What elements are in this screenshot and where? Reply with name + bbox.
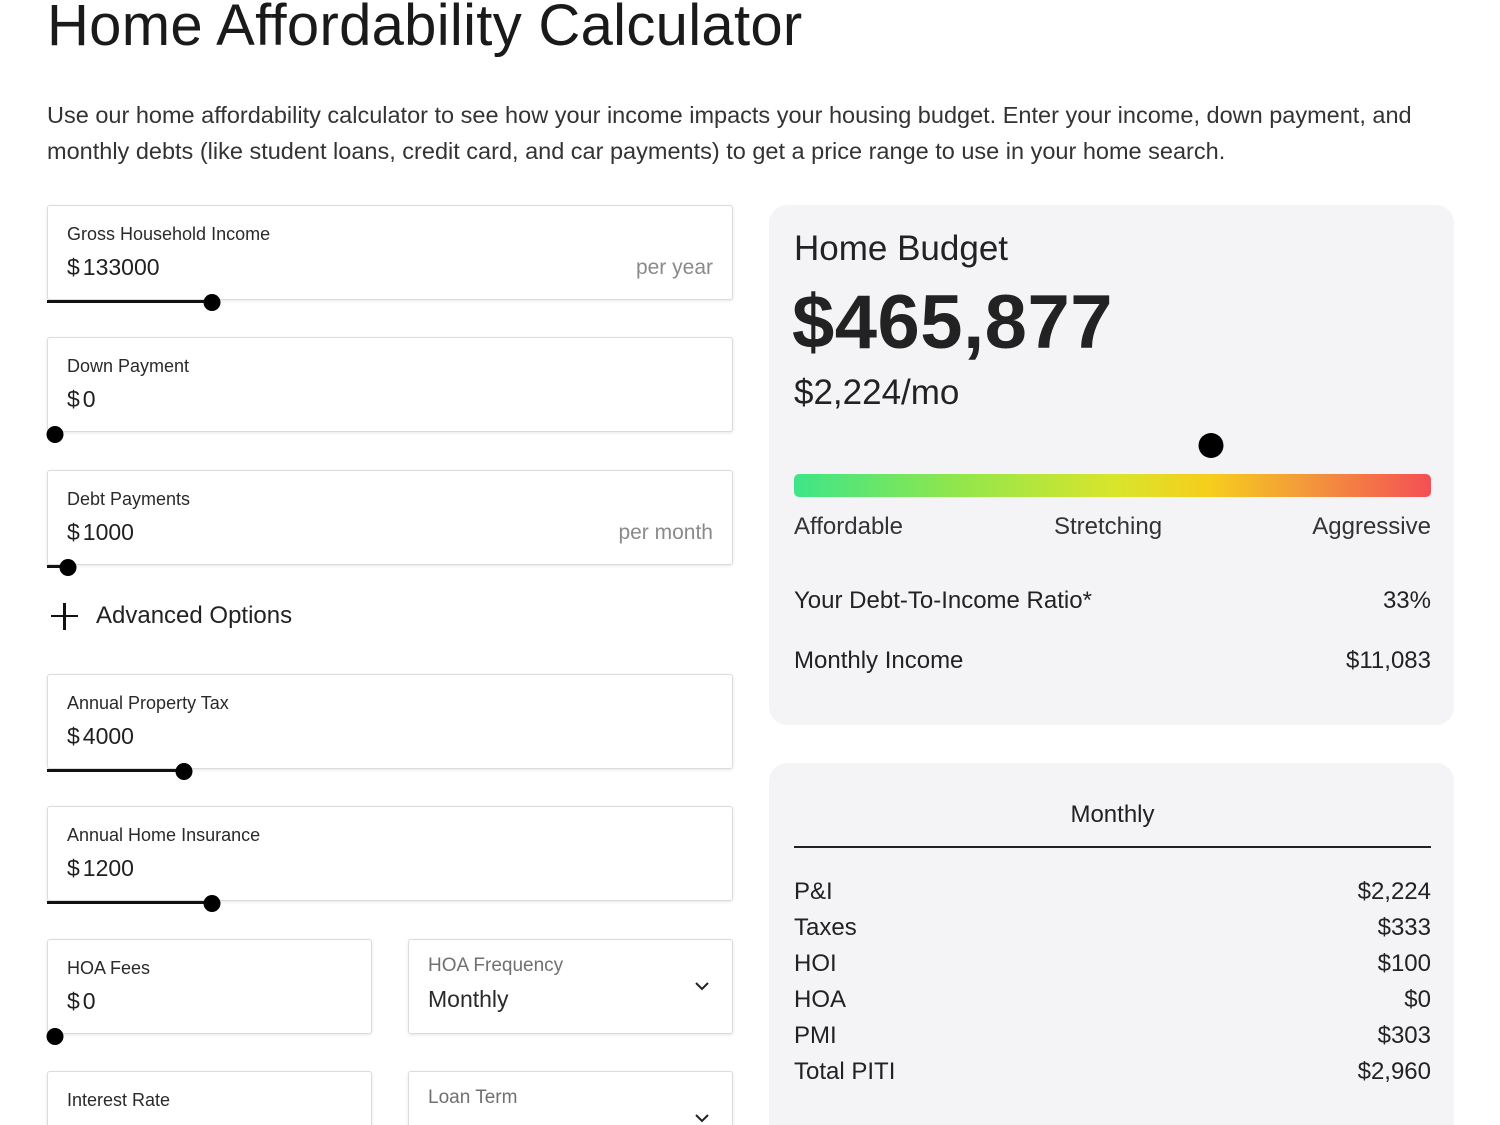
insurance-field[interactable]: Annual Home Insurance $1200 [47,806,733,901]
breakdown-row-label: Taxes [794,914,857,941]
currency-symbol: $ [67,723,80,749]
income-input[interactable]: 133000 [82,254,160,280]
interest-rate-label: Interest Rate [67,1090,171,1110]
breakdown-row: HOI $100 [794,950,1431,978]
breakdown-row: PMI $303 [794,1022,1431,1050]
breakdown-row-label: HOI [794,950,837,977]
down-payment-input[interactable]: 0 [82,386,96,412]
advanced-options-toggle[interactable]: Advanced Options [51,602,292,630]
chevron-down-icon[interactable] [694,978,710,994]
dti-label: Your Debt-To-Income Ratio* [794,587,1092,614]
home-budget-monthly: $2,224/mo [794,373,960,412]
currency-symbol: $ [67,254,80,280]
scale-label-affordable: Affordable [794,513,903,540]
insurance-slider-thumb[interactable] [203,895,221,912]
property-tax-input[interactable]: 4000 [82,723,134,749]
monthly-breakdown-card: Monthly P&I $2,224 Taxes $333 HOI $100 HOA $… [769,763,1454,1125]
breakdown-heading: Monthly [1070,801,1155,828]
hoa-frequency-value[interactable]: Monthly [428,986,509,1012]
hoa-fees-slider-thumb[interactable] [46,1028,64,1045]
income-slider[interactable] [47,294,733,311]
loan-term-select[interactable]: Loan Term [408,1071,733,1125]
breakdown-row-value: $0 [1404,986,1431,1013]
breakdown-row-value: $303 [1377,1022,1431,1049]
hoa-frequency-select[interactable]: HOA Frequency Monthly [408,939,733,1034]
breakdown-divider [794,846,1431,848]
monthly-income-value: $11,083 [1346,647,1431,674]
breakdown-row: HOA $0 [794,986,1431,1014]
income-value[interactable]: $133000 [67,254,160,281]
page-title: Home Affordability Calculator [47,0,803,58]
property-tax-label: Annual Property Tax [67,693,229,713]
breakdown-row-value: $333 [1377,914,1431,941]
page-intro: Use our home affordability calculator to… [47,102,1412,164]
property-tax-value[interactable]: $4000 [67,723,134,750]
currency-symbol: $ [67,519,80,545]
income-suffix: per year [635,256,713,279]
debt-slider-thumb[interactable] [59,559,77,576]
affordability-marker [1198,433,1224,458]
monthly-income-row: Monthly Income $11,083 [794,647,1431,675]
income-slider-thumb[interactable] [203,294,221,311]
property-tax-slider-fill [47,769,185,772]
income-label: Gross Household Income [67,224,271,244]
debt-value[interactable]: $1000 [67,519,134,546]
debt-slider-fill [47,565,68,568]
debt-suffix: per month [618,521,713,544]
currency-symbol: $ [67,855,80,881]
scale-label-aggressive: Aggressive [1312,513,1431,540]
affordability-gradient-bar [794,474,1431,497]
down-payment-field[interactable]: Down Payment $0 [47,337,733,432]
hoa-fees-label: HOA Fees [67,958,151,978]
breakdown-row-value: $2,224 [1357,878,1431,905]
home-budget-amount: $465,877 [792,280,1113,365]
insurance-slider-fill [47,901,212,904]
chevron-down-icon[interactable] [694,1110,710,1125]
home-budget-label: Home Budget [794,229,1009,268]
currency-symbol: $ [67,386,80,412]
hoa-fees-value[interactable]: $0 [67,988,96,1015]
property-tax-slider[interactable] [47,763,733,780]
down-payment-slider-thumb[interactable] [46,426,64,443]
breakdown-row-label: P&I [794,878,833,905]
breakdown-row-value: $100 [1377,950,1431,977]
insurance-label: Annual Home Insurance [67,825,261,845]
property-tax-slider-thumb[interactable] [175,763,193,780]
hoa-fees-field[interactable]: HOA Fees $0 [47,939,372,1034]
breakdown-row-label: Total PITI [794,1058,896,1085]
home-budget-card: Home Budget $465,877 $2,224/mo Affordabl… [769,205,1454,725]
currency-symbol: $ [67,988,80,1014]
monthly-income-label: Monthly Income [794,647,964,674]
insurance-slider[interactable] [47,895,733,912]
breakdown-row: P&I $2,224 [794,878,1431,906]
down-payment-value[interactable]: $0 [67,386,96,413]
breakdown-row-total: Total PITI $2,960 [794,1058,1431,1086]
hoa-fees-input[interactable]: 0 [82,988,96,1014]
debt-label: Debt Payments [67,489,191,509]
income-field[interactable]: Gross Household Income $133000 per year [47,205,733,300]
property-tax-field[interactable]: Annual Property Tax $4000 [47,674,733,769]
breakdown-row-label: HOA [794,986,847,1013]
down-payment-slider[interactable] [46,426,733,443]
dti-value: 33% [1382,587,1431,614]
dti-row: Your Debt-To-Income Ratio* 33% [794,587,1431,615]
debt-field[interactable]: Debt Payments $1000 per month [47,470,733,565]
income-slider-fill [47,300,212,303]
breakdown-row: Taxes $333 [794,914,1431,942]
debt-slider[interactable] [47,559,733,576]
plus-icon [51,602,78,630]
insurance-input[interactable]: 1200 [82,855,134,881]
insurance-value[interactable]: $1200 [67,855,134,882]
breakdown-row-value: $2,960 [1357,1058,1431,1085]
hoa-frequency-label: HOA Frequency [428,955,564,976]
down-payment-label: Down Payment [67,356,190,376]
advanced-options-label: Advanced Options [96,602,293,629]
hoa-fees-slider[interactable] [46,1028,372,1045]
interest-rate-field[interactable]: Interest Rate [47,1071,372,1125]
loan-term-label: Loan Term [428,1087,518,1108]
scale-label-stretching: Stretching [1054,513,1163,540]
breakdown-row-label: PMI [794,1022,837,1049]
debt-input[interactable]: 1000 [82,519,134,545]
